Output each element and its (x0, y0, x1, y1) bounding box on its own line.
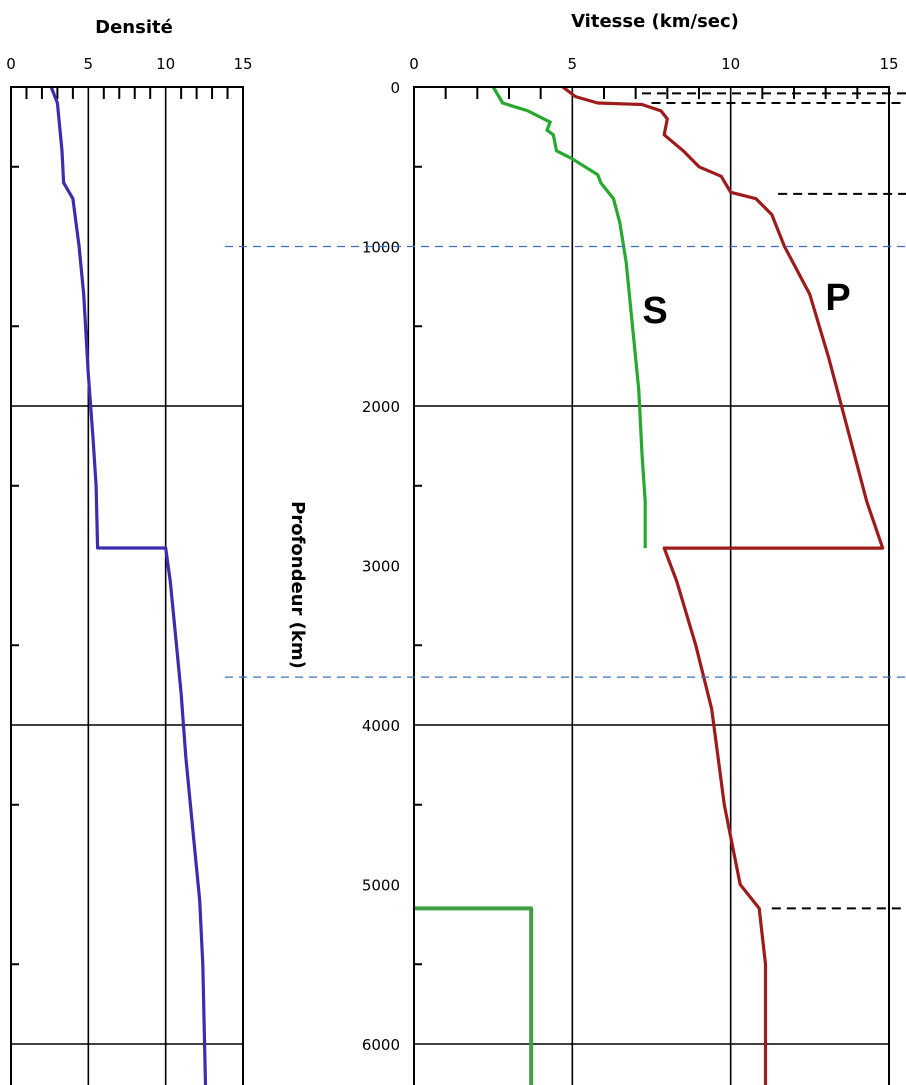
x-tick-label: 0 (6, 55, 16, 73)
density-panel: 0 5 10 15 (6, 55, 253, 1085)
y-tick-label: 6000 (362, 1036, 400, 1054)
y-tick-label: 0 (390, 79, 400, 97)
density-x-tick-labels: 0 5 10 15 (6, 55, 252, 73)
velocity-title: Vitesse (km/sec) (571, 11, 739, 32)
y-tick-label: 3000 (362, 558, 400, 576)
y-tick-label: 2000 (362, 398, 400, 416)
series-line-s-core (414, 906, 534, 1085)
series-line-p (561, 85, 885, 1085)
y-tick-label: 1000 (362, 239, 400, 257)
velocity-panel: 0 5 10 15 0 1000 2000 3000 4000 5000 6000 (362, 55, 906, 1085)
x-tick-label: 15 (233, 55, 252, 73)
series-line-s (491, 86, 647, 549)
density-ticks (11, 87, 229, 966)
velocity-y-tick-labels: 0 1000 2000 3000 4000 5000 6000 (362, 79, 400, 1054)
x-tick-label: 10 (156, 55, 175, 73)
density-frame (10, 86, 244, 1085)
velocity-frame (413, 86, 890, 1085)
x-tick-label: 15 (879, 55, 898, 73)
series-label-p: P (825, 277, 850, 319)
depth-axis-label: Profondeur (km) (287, 501, 308, 669)
density-grid (11, 87, 243, 1085)
y-tick-label: 5000 (362, 877, 400, 895)
velocity-ticks (414, 87, 859, 966)
series-label-s: S (642, 290, 667, 332)
velocity-series (414, 85, 885, 1085)
x-tick-label: 0 (409, 55, 419, 73)
density-title: Densité (95, 17, 173, 38)
x-tick-label: 5 (568, 55, 578, 73)
series-line-density (49, 86, 208, 1085)
reference-lines (225, 245, 906, 678)
velocity-boundary-lines (642, 92, 906, 910)
density-series (49, 86, 208, 1085)
velocity-x-tick-labels: 0 5 10 15 (409, 55, 898, 73)
x-tick-label: 5 (84, 55, 94, 73)
y-tick-label: 4000 (362, 717, 400, 735)
x-tick-label: 10 (721, 55, 740, 73)
velocity-grid (414, 87, 889, 1085)
